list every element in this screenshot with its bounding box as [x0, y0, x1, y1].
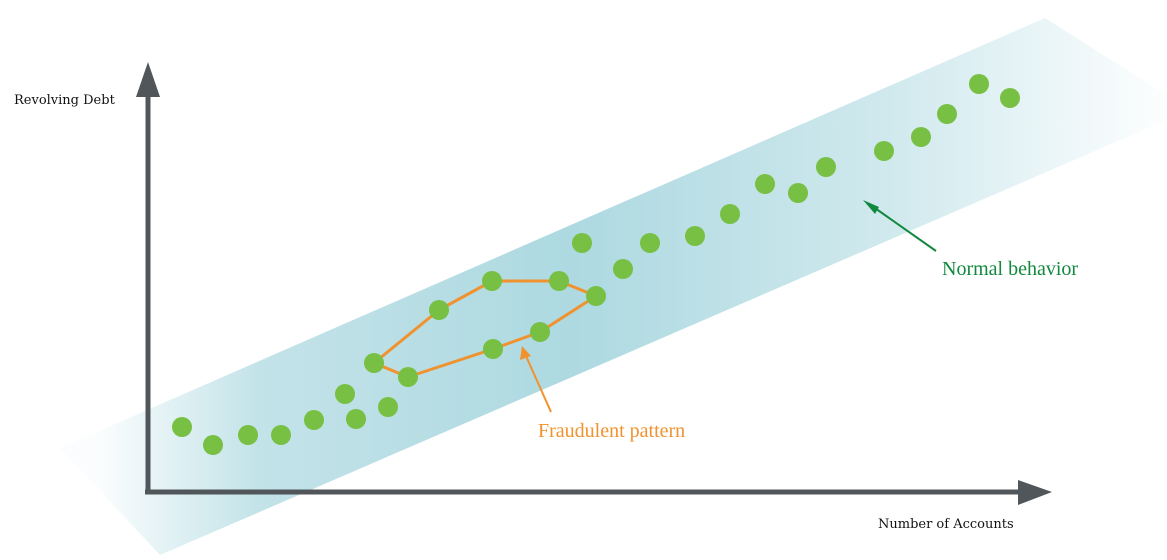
data-point: [530, 322, 550, 342]
data-point: [346, 409, 366, 429]
data-point: [586, 286, 606, 306]
data-point: [429, 300, 449, 320]
data-point: [720, 204, 740, 224]
data-point: [482, 271, 502, 291]
data-point: [203, 435, 223, 455]
data-point: [238, 425, 258, 445]
data-point: [483, 339, 503, 359]
data-point: [172, 417, 192, 437]
fraud-arrow: [520, 346, 552, 413]
data-point: [874, 141, 894, 161]
data-point: [549, 271, 569, 291]
data-point: [755, 174, 775, 194]
data-point: [271, 425, 291, 445]
x-axis-arrowhead: [1018, 480, 1052, 505]
data-point: [911, 127, 931, 147]
data-point: [304, 410, 324, 430]
axes: [136, 62, 1052, 505]
data-points: [172, 74, 1020, 455]
normal-behavior-label: Normal behavior: [942, 258, 1079, 280]
data-point: [685, 226, 705, 246]
x-axis-label: Number of Accounts: [878, 517, 1014, 532]
data-point: [969, 74, 989, 94]
data-point: [788, 183, 808, 203]
data-point: [613, 259, 633, 279]
data-point: [398, 367, 418, 387]
data-point: [572, 233, 592, 253]
fraudulent-pattern-label: Fraudulent pattern: [538, 420, 686, 442]
y-axis-arrowhead: [136, 62, 160, 97]
data-point: [640, 233, 660, 253]
data-point: [937, 104, 957, 124]
data-point: [364, 353, 384, 373]
data-point: [816, 157, 836, 177]
normal-arrow: [863, 200, 937, 252]
data-point: [378, 397, 398, 417]
data-point: [1000, 88, 1020, 108]
data-point: [335, 384, 355, 404]
y-axis-label: Revolving Debt: [14, 93, 115, 108]
